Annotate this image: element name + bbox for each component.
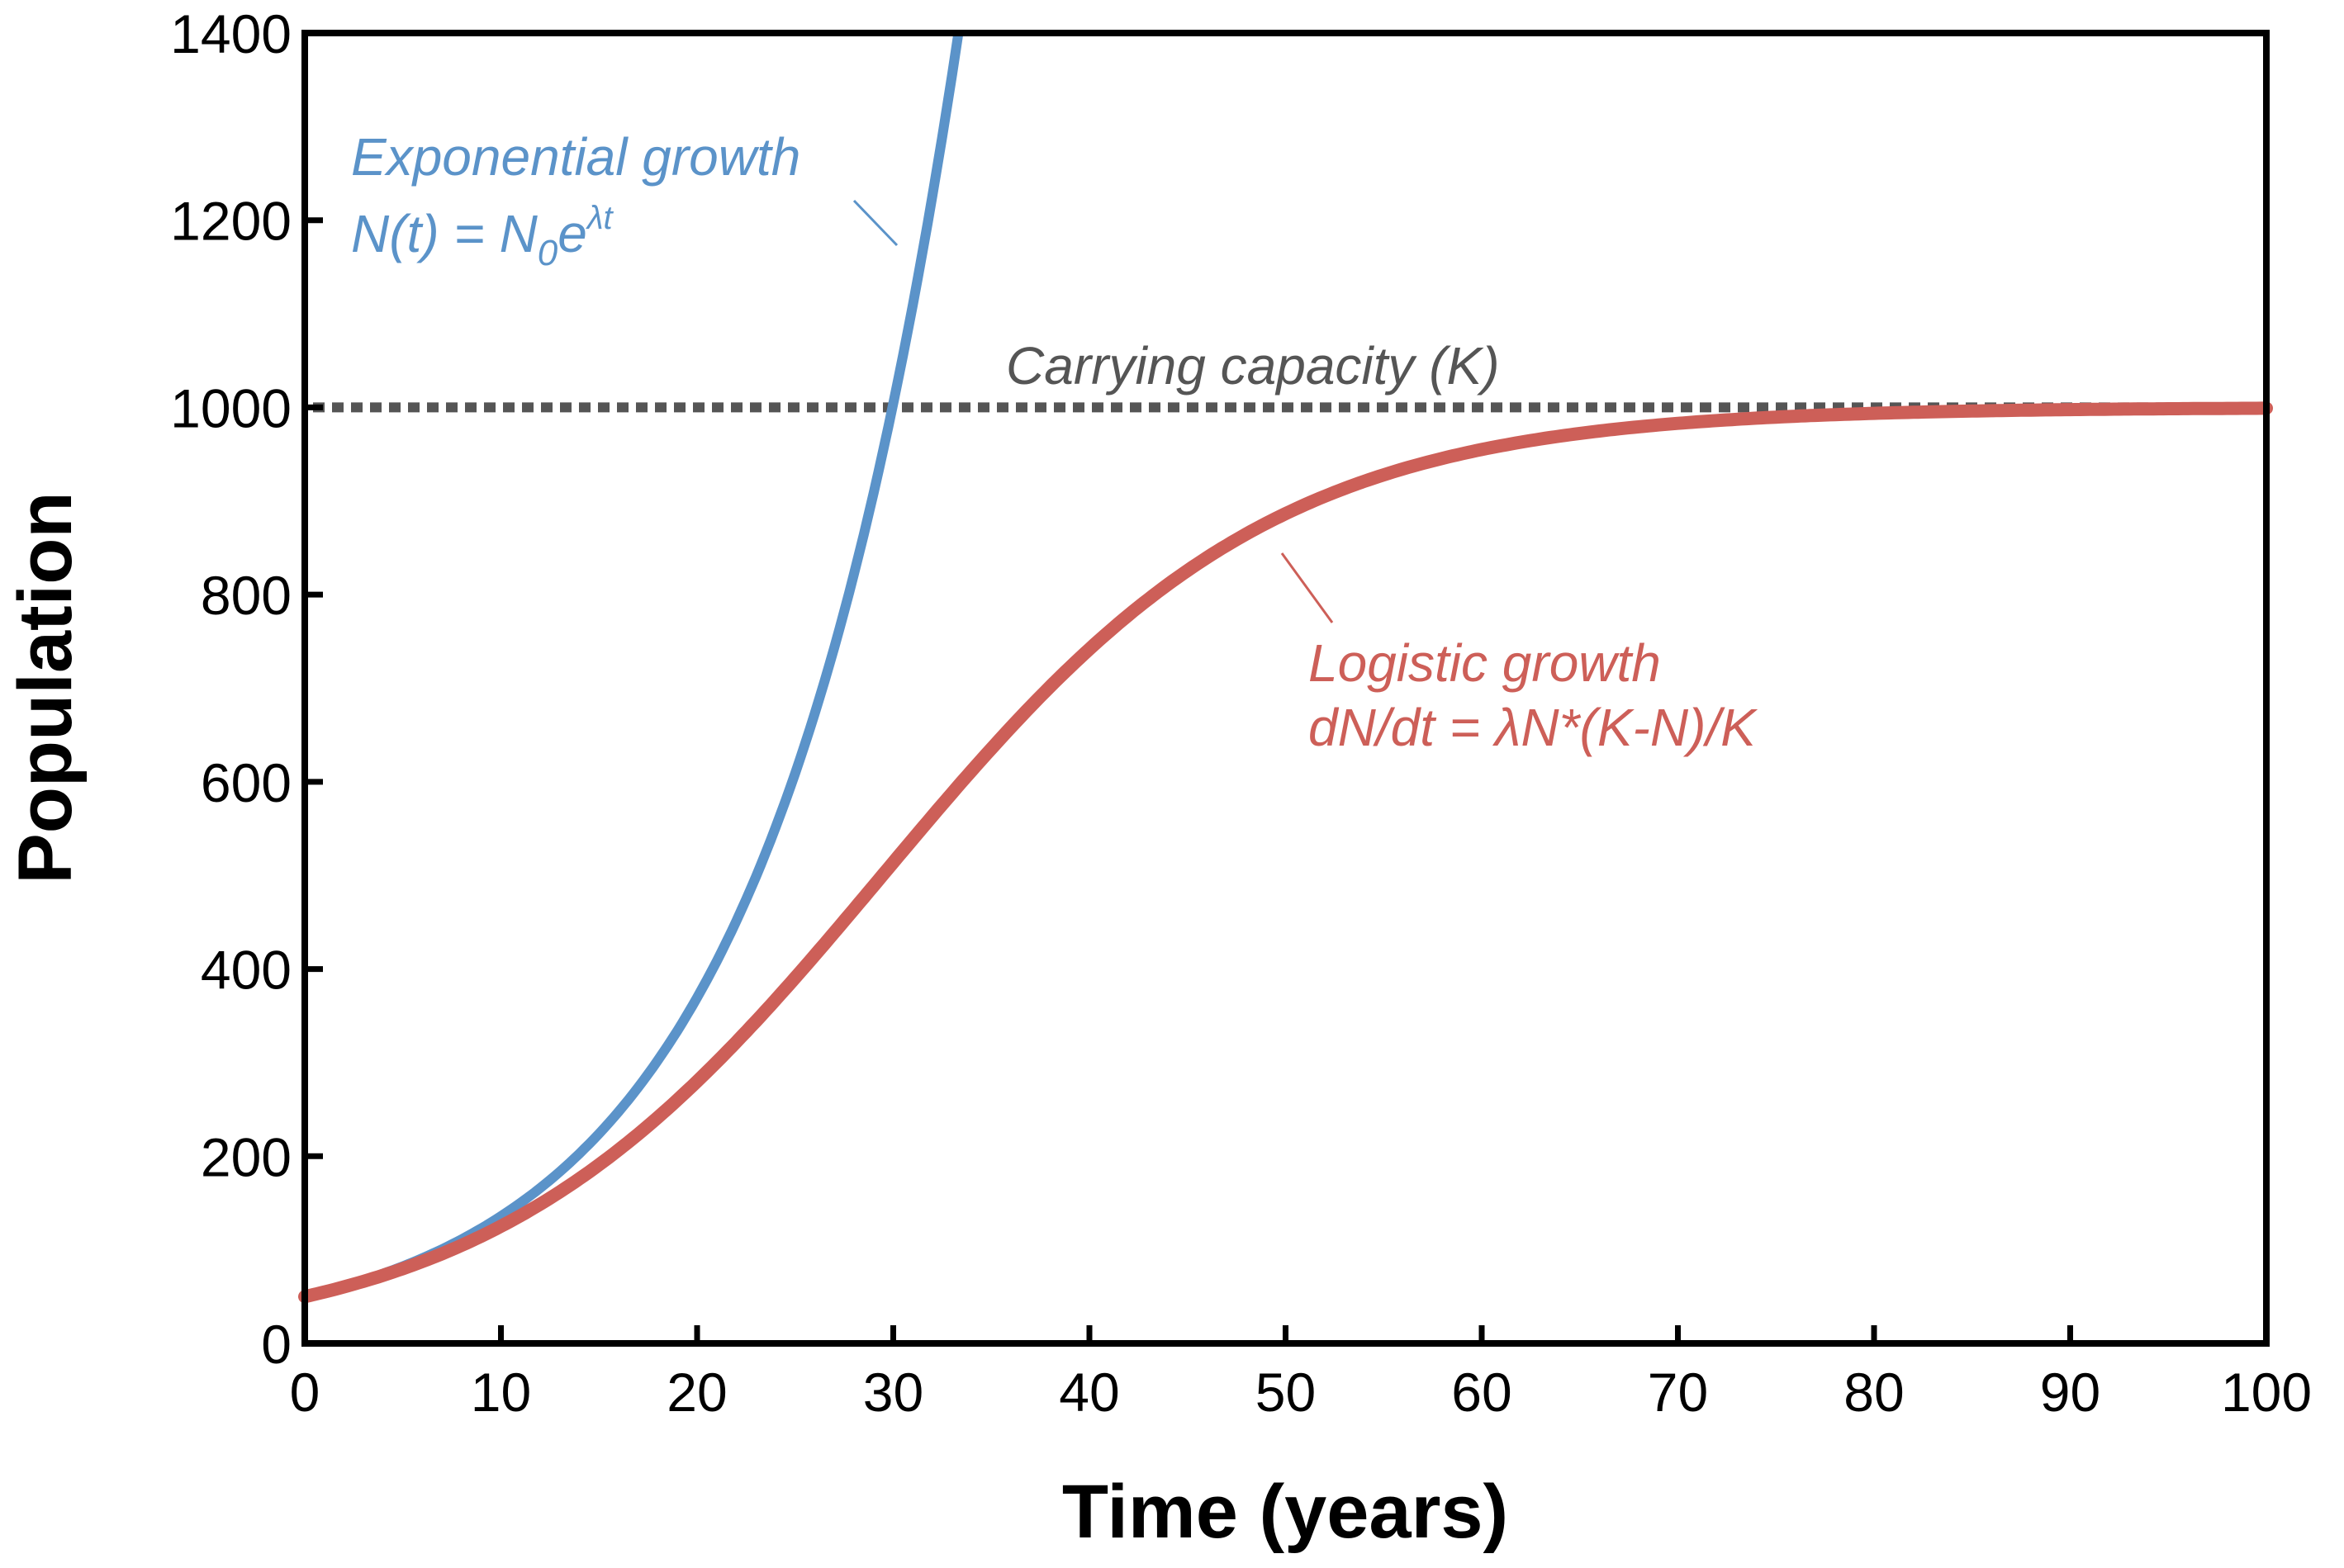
x-tick-label: 60 bbox=[1451, 1362, 1511, 1423]
logistic-label: Logistic growth bbox=[1308, 633, 1661, 693]
y-tick-label: 0 bbox=[261, 1314, 292, 1375]
y-tick-label: 1000 bbox=[170, 377, 292, 438]
x-axis-ticks: 0 10 20 30 40 50 60 70 80 90 100 bbox=[290, 1325, 2312, 1423]
exponential-growth-curve bbox=[305, 33, 964, 1302]
y-tick-label: 1400 bbox=[170, 3, 292, 64]
x-tick-label: 40 bbox=[1059, 1362, 1119, 1423]
exp-formula-main: N(t) = N bbox=[351, 204, 539, 263]
x-tick-label: 50 bbox=[1255, 1362, 1316, 1423]
exp-formula-e: e bbox=[558, 204, 587, 263]
x-tick-label: 70 bbox=[1648, 1362, 1708, 1423]
y-tick-label: 1200 bbox=[170, 191, 292, 252]
y-axis-title: Population bbox=[3, 491, 88, 883]
y-axis-ticks: 0 200 400 600 800 1000 1200 1400 bbox=[170, 3, 323, 1375]
y-tick-label: 600 bbox=[201, 752, 292, 813]
exponential-label: Exponential growth bbox=[351, 127, 800, 187]
x-tick-label: 100 bbox=[2221, 1362, 2312, 1423]
y-tick-label: 400 bbox=[201, 940, 292, 1001]
logistic-leader-line bbox=[1280, 552, 1334, 623]
x-tick-label: 20 bbox=[667, 1362, 727, 1423]
y-tick-label: 800 bbox=[201, 565, 292, 626]
plot-curves bbox=[298, 33, 2273, 1304]
x-tick-label: 90 bbox=[2040, 1362, 2100, 1423]
exp-formula-sub: 0 bbox=[538, 233, 558, 273]
exp-formula-sup: λt bbox=[586, 200, 614, 236]
logistic-growth-curve bbox=[298, 401, 2273, 1304]
x-tick-label: 10 bbox=[471, 1362, 531, 1423]
x-tick-label: 30 bbox=[863, 1362, 923, 1423]
x-axis-title: Time (years) bbox=[1062, 1470, 1508, 1554]
x-tick-label: 0 bbox=[290, 1362, 320, 1423]
exponential-formula: N(t) = N0eλt bbox=[351, 200, 614, 273]
exponential-leader-line bbox=[852, 199, 899, 247]
x-tick-label: 80 bbox=[1843, 1362, 1904, 1423]
logistic-formula: dN/dt = λN*(K-N)/K bbox=[1308, 698, 1758, 757]
carrying-capacity-label: Carrying capacity (K) bbox=[1006, 336, 1500, 396]
y-tick-label: 200 bbox=[201, 1126, 292, 1187]
